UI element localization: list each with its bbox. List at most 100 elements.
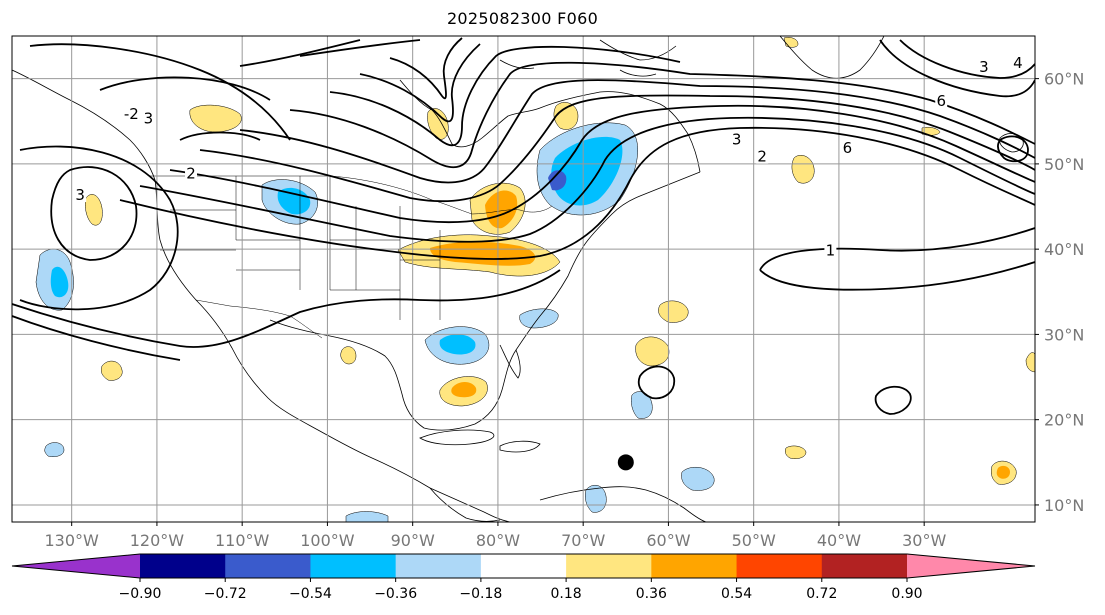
contour-trough-6 [289,61,1035,169]
colorbar-tick-label: 0.90 [891,586,922,602]
colorbar-bin [480,554,567,578]
lon-tick-label: 110°W [215,531,270,550]
contour-label: 2 [186,165,196,183]
colorbar-tick-label: 0.54 [721,586,752,602]
latitude-axis: 60°N 50°N 40°N 30°N 20°N 10°N [1035,70,1084,515]
shade-positive-atlantic-north [791,155,815,184]
position-marker [617,454,634,471]
shade-positive-hudson [427,108,449,140]
shade-negative-gulf-core [439,334,476,355]
colorbar-bin [736,554,823,578]
contour-label-bg [1011,55,1024,70]
coastline-hudson-bay [399,79,541,148]
lon-tick-label: 40°W [817,531,861,550]
contour-label-bg [824,243,837,258]
contour-trough-9 [389,37,463,100]
contour-southern-arc-2 [12,315,181,361]
coastline-arctic-islands [499,39,677,77]
shade-negative-quebec-core [548,170,567,191]
shade-negative-northern-plains-core [277,187,311,215]
contour-tropics-low [637,365,676,400]
lat-tick-label: 50°N [1044,155,1084,174]
lon-tick-label: 120°W [130,531,185,550]
shade-negative-pacific-core [50,266,69,298]
colorbar-bin [140,554,226,578]
contour-trough-3 [169,104,1035,224]
contour-greenland-high [879,39,1035,98]
contour-trough-4 [199,94,1035,203]
contour-label: 3 [75,186,85,204]
lat-tick-label: 10°N [1044,496,1084,515]
contour-atlantic-1b [759,261,1035,291]
contour-label-bg [841,141,854,156]
shade-positive-ohio-valley-core [430,241,536,266]
shaded-anomaly-fields [35,37,1035,522]
contour-labels: 123 663 423-23 [74,54,1024,259]
contour-trough-2 [139,116,1035,243]
coastline-cuba [419,429,495,446]
colorbar-extend-max [907,554,1035,578]
contour-trough-1 [119,126,1035,260]
shade-positive-atlantic-mid [658,300,689,323]
contour-trough-10 [299,39,421,57]
shade-positive-yucatan-core [451,382,477,398]
contour-label: 3 [144,109,154,127]
colorbar-tick-label: −0.72 [204,586,247,602]
contour-atlantic-1 [759,227,1035,271]
contour-label: 3 [732,131,742,149]
colorbar-bin [395,554,482,578]
contour-iceland-small [997,135,1029,163]
shade-negative-lesser-antilles [681,466,715,491]
lon-tick-label: 60°W [646,531,690,550]
contour-label-bg [756,149,769,164]
shade-positive-alaska-coast [189,104,242,133]
shade-positive-baja [101,360,123,381]
contour-southern-arc [12,269,561,348]
contour-label-bg [977,60,990,75]
contour-label-bg [185,166,198,181]
coastline-iceland-region [999,133,1024,153]
contour-label-bg [74,188,87,202]
colorbar-bin [651,554,738,578]
lat-tick-label: 30°N [1044,325,1084,344]
contour-label: 1 [826,241,836,259]
lon-tick-label: 80°W [476,531,520,550]
colorbar-bin [225,554,311,578]
contour-label-bg [730,132,743,147]
colorbar-tick-label: 0.18 [551,586,582,602]
contour-lines [12,37,1035,415]
contour-label: -2 [124,105,139,123]
contour-tropics-east [874,385,912,415]
shade-positive-mexico-coast [340,346,357,365]
coastline-central-america [429,487,501,522]
longitude-axis: 130°W 120°W 110°W 100°W 90°W 80°W 70°W 60°W 50°W… [44,522,946,550]
coastline-south-america [539,486,707,522]
shade-negative-carolina-coast [519,308,559,329]
coastline-labrador [539,91,701,173]
lon-tick-label: 130°W [44,531,99,550]
colorbar: −0.90 −0.72 −0.54 −0.36 −0.18 0.18 0.36 0.54 0.7… [11,553,1036,602]
map-title: 2025082300 F060 [446,9,599,28]
coastline-hispaniola [499,440,541,453]
contour-label-bg [935,94,948,109]
colorbar-tick-label: 0.72 [806,586,837,602]
contour-pacific-closed [50,166,138,261]
contour-north-pacific [29,43,291,141]
contour-trough-7 [329,45,681,147]
contour-label: 6 [936,92,946,110]
colorbar-tick-label: −0.36 [374,586,417,602]
lon-tick-label: 50°W [732,531,776,550]
lat-tick-label: 60°N [1044,70,1084,89]
shade-negative-quebec-mid [551,136,623,206]
contour-label: 3 [979,58,989,76]
contour-label: 2 [757,148,767,166]
contour-trough-5 [239,79,1035,184]
colorbar-bin [566,554,652,578]
contour-trough-8 [359,43,481,123]
coastline-north-america [12,69,511,522]
colorbar-extend-min [12,554,140,578]
colorbar-tick-label: −0.18 [459,586,502,602]
shade-negative-pacific-tropics [44,442,65,457]
contour-alaska-2 [99,76,271,101]
